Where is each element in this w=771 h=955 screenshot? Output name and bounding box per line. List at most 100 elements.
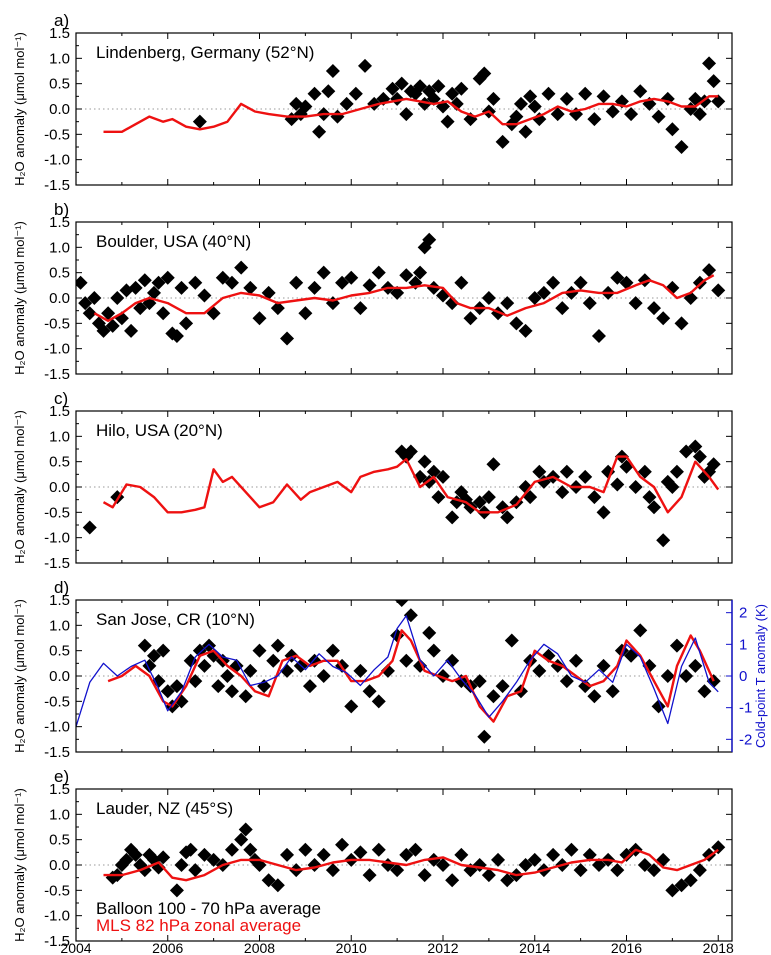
station-label: Boulder, USA (40°N) bbox=[96, 232, 251, 251]
y-tick-label: 1.0 bbox=[49, 50, 70, 67]
y-tick-label: -1.0 bbox=[44, 719, 70, 736]
balloon-point bbox=[156, 306, 171, 321]
balloon-point bbox=[472, 674, 487, 689]
balloon-point bbox=[188, 863, 203, 878]
balloon-point bbox=[316, 265, 331, 280]
balloon-point bbox=[78, 296, 93, 311]
x-tick-label: 2006 bbox=[152, 940, 183, 955]
balloon-point bbox=[325, 863, 340, 878]
y-tick-label: -1.0 bbox=[44, 908, 70, 925]
balloon-point bbox=[261, 873, 276, 888]
balloon-point bbox=[426, 643, 441, 658]
balloon-point bbox=[486, 91, 501, 106]
balloon-point bbox=[399, 847, 414, 862]
balloon-point bbox=[647, 301, 662, 316]
balloon-point bbox=[188, 275, 203, 290]
balloon-point bbox=[238, 689, 253, 704]
balloon-point bbox=[564, 285, 579, 300]
panel-3: 1.5 1.0 0.5 0.0 -0.5 -1.0 -1.5 c) Hilo, USA (20°… bbox=[12, 389, 733, 572]
balloon-point bbox=[449, 96, 464, 111]
balloon-point bbox=[679, 669, 694, 683]
balloon-point bbox=[270, 638, 285, 653]
balloon-point bbox=[344, 699, 359, 714]
x-tick-label: 2004 bbox=[60, 940, 91, 955]
balloon-point bbox=[527, 99, 542, 114]
balloon-point bbox=[688, 439, 703, 454]
balloon-point bbox=[633, 623, 648, 638]
y-tick-label: -1.0 bbox=[44, 530, 70, 547]
balloon-point bbox=[596, 89, 611, 104]
station-label: Hilo, USA (20°N) bbox=[96, 421, 223, 440]
y-axis-label: H₂O anomaly (μmol mol⁻¹) bbox=[12, 32, 27, 186]
balloon-point bbox=[587, 112, 602, 127]
balloon-point bbox=[500, 873, 515, 888]
balloon-point bbox=[702, 263, 717, 278]
balloon-point bbox=[591, 329, 606, 343]
y-tick-label: -1.5 bbox=[44, 366, 70, 383]
y2-tick-label: 2 bbox=[739, 605, 747, 622]
y-tick-label: 0.0 bbox=[49, 479, 70, 496]
balloon-point bbox=[647, 500, 662, 515]
balloon-point bbox=[119, 852, 134, 867]
balloon-point bbox=[591, 858, 606, 872]
station-label: Lauder, NZ (45°S) bbox=[96, 799, 233, 818]
balloon-point bbox=[146, 648, 161, 663]
balloon-point bbox=[362, 868, 377, 883]
balloon-point bbox=[344, 270, 359, 285]
balloon-point bbox=[110, 291, 125, 305]
y-tick-label: 0.5 bbox=[49, 832, 70, 849]
balloon-point bbox=[477, 729, 492, 744]
balloon-point bbox=[711, 283, 726, 298]
balloon-point bbox=[280, 331, 295, 346]
balloon-point bbox=[302, 679, 317, 694]
balloon-point bbox=[481, 490, 496, 505]
balloon-point bbox=[688, 658, 703, 673]
balloon-point bbox=[188, 674, 203, 689]
balloon-point bbox=[660, 669, 675, 683]
balloon-point bbox=[445, 653, 460, 668]
balloon-point bbox=[362, 684, 377, 699]
balloon-point bbox=[541, 86, 556, 101]
balloon-point bbox=[316, 847, 331, 862]
plot-area bbox=[103, 822, 726, 898]
y-tick-label: 1.0 bbox=[49, 428, 70, 445]
balloon-point bbox=[578, 86, 593, 101]
balloon-point bbox=[312, 124, 327, 139]
balloon-point bbox=[316, 669, 331, 683]
balloon-point bbox=[573, 863, 588, 878]
balloon-point bbox=[394, 76, 409, 91]
balloon-point bbox=[624, 107, 639, 122]
balloon-point bbox=[215, 270, 230, 285]
balloon-point bbox=[426, 852, 441, 867]
balloon-point bbox=[578, 469, 593, 484]
balloon-point bbox=[481, 291, 496, 305]
x-tick-label: 2010 bbox=[336, 940, 367, 955]
balloon-point bbox=[445, 86, 460, 101]
y2-tick-label: 1 bbox=[739, 636, 747, 653]
balloon-point bbox=[390, 285, 405, 300]
balloon-point bbox=[564, 842, 579, 857]
balloon-point bbox=[523, 89, 538, 104]
balloon-point bbox=[413, 79, 428, 94]
balloon-point bbox=[224, 275, 239, 290]
balloon-point bbox=[151, 275, 166, 290]
balloon-point bbox=[183, 842, 198, 857]
balloon-point bbox=[605, 104, 620, 119]
balloon-point bbox=[555, 301, 570, 316]
balloon-point bbox=[711, 94, 726, 109]
balloon-point bbox=[656, 311, 671, 326]
balloon-point bbox=[137, 273, 152, 288]
balloon-point bbox=[298, 99, 313, 114]
balloon-point bbox=[160, 684, 175, 699]
balloon-point bbox=[500, 296, 515, 311]
balloon-point bbox=[527, 291, 542, 305]
balloon-point bbox=[481, 868, 496, 883]
balloon-point bbox=[500, 510, 515, 525]
balloon-point bbox=[711, 840, 726, 855]
y-tick-label: 0.5 bbox=[49, 643, 70, 660]
y-tick-label: -1.5 bbox=[44, 744, 70, 761]
balloon-point bbox=[491, 852, 506, 867]
balloon-point bbox=[385, 81, 400, 96]
balloon-point bbox=[435, 469, 450, 484]
balloon-point bbox=[656, 533, 671, 548]
